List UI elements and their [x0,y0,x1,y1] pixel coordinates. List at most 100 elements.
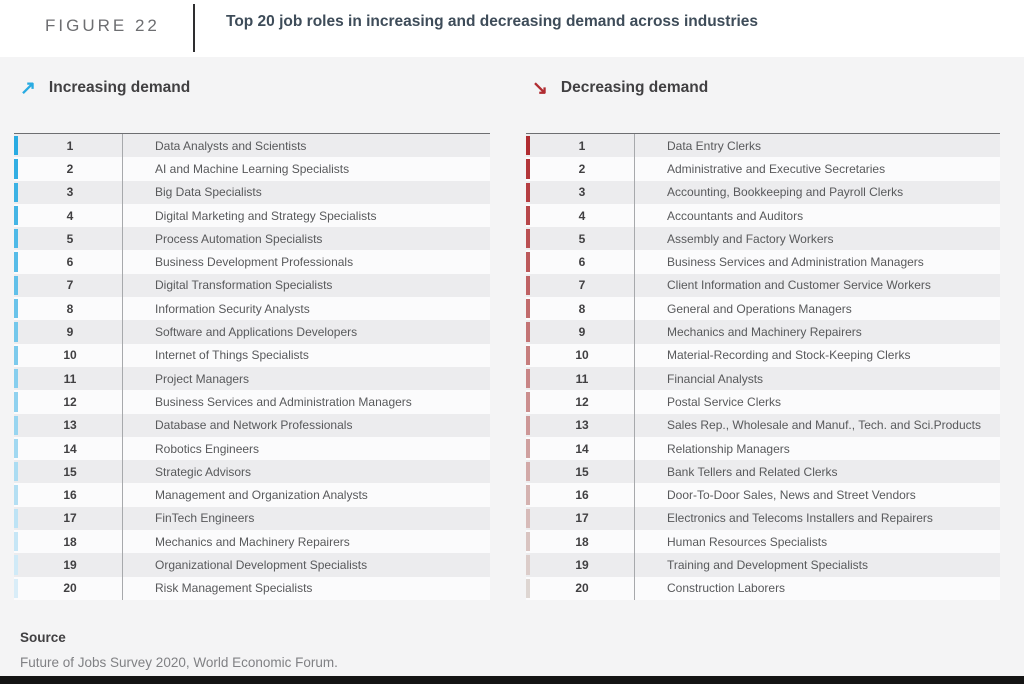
rank-accent-bar [526,438,530,459]
table-row: 17 FinTech Engineers [14,506,490,531]
job-role-label: Business Services and Administration Man… [122,390,490,414]
rank-number: 16 [575,488,589,503]
increasing-demand-column: ↗ Increasing demand 1 Data Analysts and S… [14,76,490,600]
rank-accent-bar [14,462,18,482]
rank-number: 13 [575,418,589,433]
rank-number: 7 [66,278,74,293]
table-row: 10 Material-Recording and Stock-Keeping C… [526,343,1000,367]
rank-accent-bar [14,485,18,505]
figure-title: Top 20 job roles in increasing and decre… [226,13,759,30]
job-role-label: Accountants and Auditors [634,203,1000,228]
job-role-label: Relationship Managers [634,436,1000,461]
rank-number: 12 [63,394,77,409]
job-role-label: Business Services and Administration Man… [634,250,1000,274]
table-row: 10 Internet of Things Specialists [14,343,490,367]
table-row: 16 Management and Organization Analysts [14,483,490,507]
table-row: 6 Business Development Professionals [14,250,490,274]
rank-accent-bar [526,182,530,202]
rank-number: 12 [575,394,589,409]
rank-number: 20 [575,581,589,596]
rank-number: 10 [63,348,77,363]
job-role-label: Process Automation Specialists [122,227,490,251]
job-role-label: Information Security Analysts [122,297,490,321]
rank-number: 17 [575,511,589,526]
rank-accent-bar [14,299,18,319]
rank-accent-bar [14,252,18,272]
rank-accent-bar [14,532,18,552]
rank-number: 15 [63,464,77,479]
table-row: 7 Client Information and Customer Service… [526,273,1000,298]
job-role-label: Bank Tellers and Related Clerks [634,460,1000,484]
rank-number: 2 [578,161,586,176]
job-role-label: Data Entry Clerks [634,134,1000,158]
job-role-label: FinTech Engineers [122,506,490,531]
rank-accent-bar [14,275,18,296]
header-divider [193,4,195,52]
rank-accent-bar [14,368,18,389]
table-row: 6 Business Services and Administration Ma… [526,250,1000,274]
table-row: 15 Bank Tellers and Related Clerks [526,460,1000,484]
rank-number: 10 [575,348,589,363]
job-role-label: Mechanics and Machinery Repairers [122,530,490,554]
rank-number: 6 [578,255,586,270]
rank-number: 9 [578,325,586,340]
increasing-demand-heading: ↗ Increasing demand [20,76,490,100]
source-label: Source [20,630,66,645]
job-role-label: Internet of Things Specialists [122,343,490,367]
table-row: 7 Digital Transformation Specialists [14,273,490,298]
rank-number: 2 [66,161,74,176]
rank-number: 14 [575,441,589,456]
rank-number: 15 [575,464,589,479]
rank-accent-bar [526,462,530,482]
job-role-label: Database and Network Professionals [122,413,490,437]
rank-accent-bar [526,322,530,342]
table-row: 3 Accounting, Bookkeeping and Payroll Cle… [526,180,1000,204]
rank-accent-bar [526,532,530,552]
job-role-label: Material-Recording and Stock-Keeping Cle… [634,343,1000,367]
table-row: 2 AI and Machine Learning Specialists [14,157,490,181]
rank-number: 5 [578,231,586,246]
rank-accent-bar [14,182,18,202]
rank-number: 8 [66,301,74,316]
job-role-label: Project Managers [122,366,490,391]
job-role-label: Data Analysts and Scientists [122,134,490,158]
trend-down-icon: ↘ [532,77,548,99]
decreasing-demand-heading: ↘ Decreasing demand [532,76,1000,100]
table-row: 13 Sales Rep., Wholesale and Manuf., Tech… [526,413,1000,437]
table-row: 14 Robotics Engineers [14,436,490,461]
job-role-label: Digital Marketing and Strategy Specialis… [122,203,490,228]
table-row: 19 Organizational Development Specialists [14,553,490,577]
rank-number: 5 [66,231,74,246]
rank-accent-bar [14,205,18,226]
rank-number: 1 [66,138,74,153]
rank-accent-bar [526,392,530,412]
job-role-label: Big Data Specialists [122,180,490,204]
rank-accent-bar [526,578,530,598]
rank-accent-bar [14,392,18,412]
rank-accent-bar [526,205,530,226]
table-row: 20 Construction Laborers [526,576,1000,600]
job-role-label: Strategic Advisors [122,460,490,484]
job-role-label: Financial Analysts [634,366,1000,391]
table-row: 13 Database and Network Professionals [14,413,490,437]
table-row: 17 Electronics and Telecoms Installers an… [526,506,1000,531]
rank-number: 19 [575,557,589,572]
rank-number: 3 [578,185,586,200]
rank-accent-bar [526,485,530,505]
table-row: 18 Mechanics and Machinery Repairers [14,530,490,554]
rank-accent-bar [526,555,530,575]
job-role-label: Human Resources Specialists [634,530,1000,554]
job-role-label: Door-To-Door Sales, News and Street Vend… [634,483,1000,507]
rank-number: 4 [578,208,586,223]
rank-number: 20 [63,581,77,596]
rank-accent-bar [14,508,18,529]
rank-number: 17 [63,511,77,526]
job-role-label: Training and Development Specialists [634,553,1000,577]
job-role-label: Mechanics and Machinery Repairers [634,320,1000,344]
rank-accent-bar [526,508,530,529]
rank-number: 13 [63,418,77,433]
rank-number: 1 [578,138,586,153]
job-role-label: Organizational Development Specialists [122,553,490,577]
job-role-label: General and Operations Managers [634,297,1000,321]
rank-accent-bar [14,438,18,459]
